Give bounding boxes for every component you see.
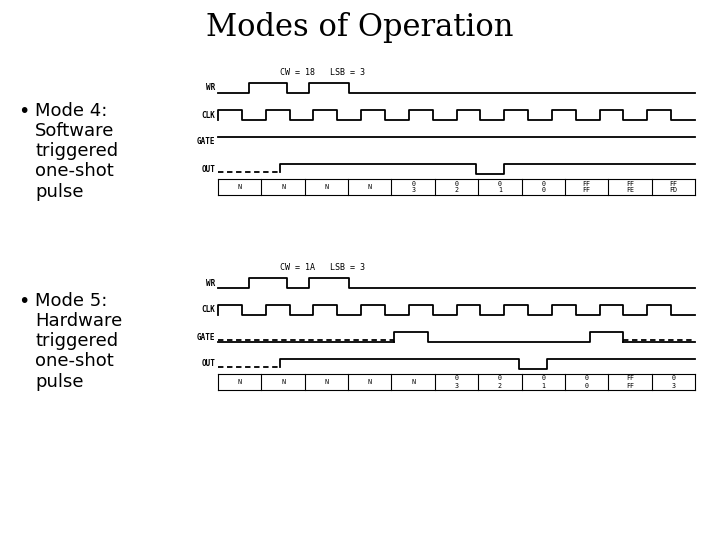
Text: N: N — [368, 379, 372, 385]
Text: GATE: GATE — [197, 333, 215, 341]
Text: N: N — [281, 379, 285, 385]
Text: 0
1: 0 1 — [541, 375, 545, 388]
Text: FF
FD: FF FD — [670, 180, 678, 193]
Text: CW = 18   LSB = 3: CW = 18 LSB = 3 — [280, 68, 365, 77]
Text: Hardware: Hardware — [35, 312, 122, 330]
Text: Software: Software — [35, 122, 114, 140]
Text: Mode 5:: Mode 5: — [35, 292, 107, 310]
Text: one-shot: one-shot — [35, 163, 114, 180]
Text: N: N — [281, 184, 285, 190]
Text: FF
FF: FF FF — [626, 375, 634, 388]
Text: 0
1: 0 1 — [498, 180, 502, 193]
Text: FF
FF: FF FF — [582, 180, 590, 193]
Text: 0
2: 0 2 — [454, 180, 459, 193]
Text: FF
FE: FF FE — [626, 180, 634, 193]
Text: OUT: OUT — [201, 165, 215, 173]
Text: triggered: triggered — [35, 143, 118, 160]
Text: 0
0: 0 0 — [585, 375, 588, 388]
Text: •: • — [18, 292, 30, 311]
Text: N: N — [238, 379, 242, 385]
Text: OUT: OUT — [201, 360, 215, 368]
Text: N: N — [368, 184, 372, 190]
Text: Mode 4:: Mode 4: — [35, 102, 107, 120]
Text: 0
0: 0 0 — [541, 180, 545, 193]
Text: Modes of Operation: Modes of Operation — [206, 12, 514, 43]
Text: CLK: CLK — [201, 111, 215, 119]
Text: 0
3: 0 3 — [454, 375, 459, 388]
Text: •: • — [18, 102, 30, 121]
Text: N: N — [238, 184, 242, 190]
Text: 0
2: 0 2 — [498, 375, 502, 388]
Text: 0
3: 0 3 — [411, 180, 415, 193]
Text: GATE: GATE — [197, 138, 215, 146]
Text: 0
3: 0 3 — [671, 375, 675, 388]
Text: WR: WR — [206, 84, 215, 92]
Text: one-shot: one-shot — [35, 353, 114, 370]
Text: N: N — [325, 184, 328, 190]
Text: CLK: CLK — [201, 306, 215, 314]
Text: pulse: pulse — [35, 183, 84, 200]
Text: WR: WR — [206, 279, 215, 287]
Text: pulse: pulse — [35, 373, 84, 390]
Text: N: N — [325, 379, 328, 385]
Text: CW = 1A   LSB = 3: CW = 1A LSB = 3 — [280, 263, 365, 272]
Text: N: N — [411, 379, 415, 385]
Text: triggered: triggered — [35, 332, 118, 350]
